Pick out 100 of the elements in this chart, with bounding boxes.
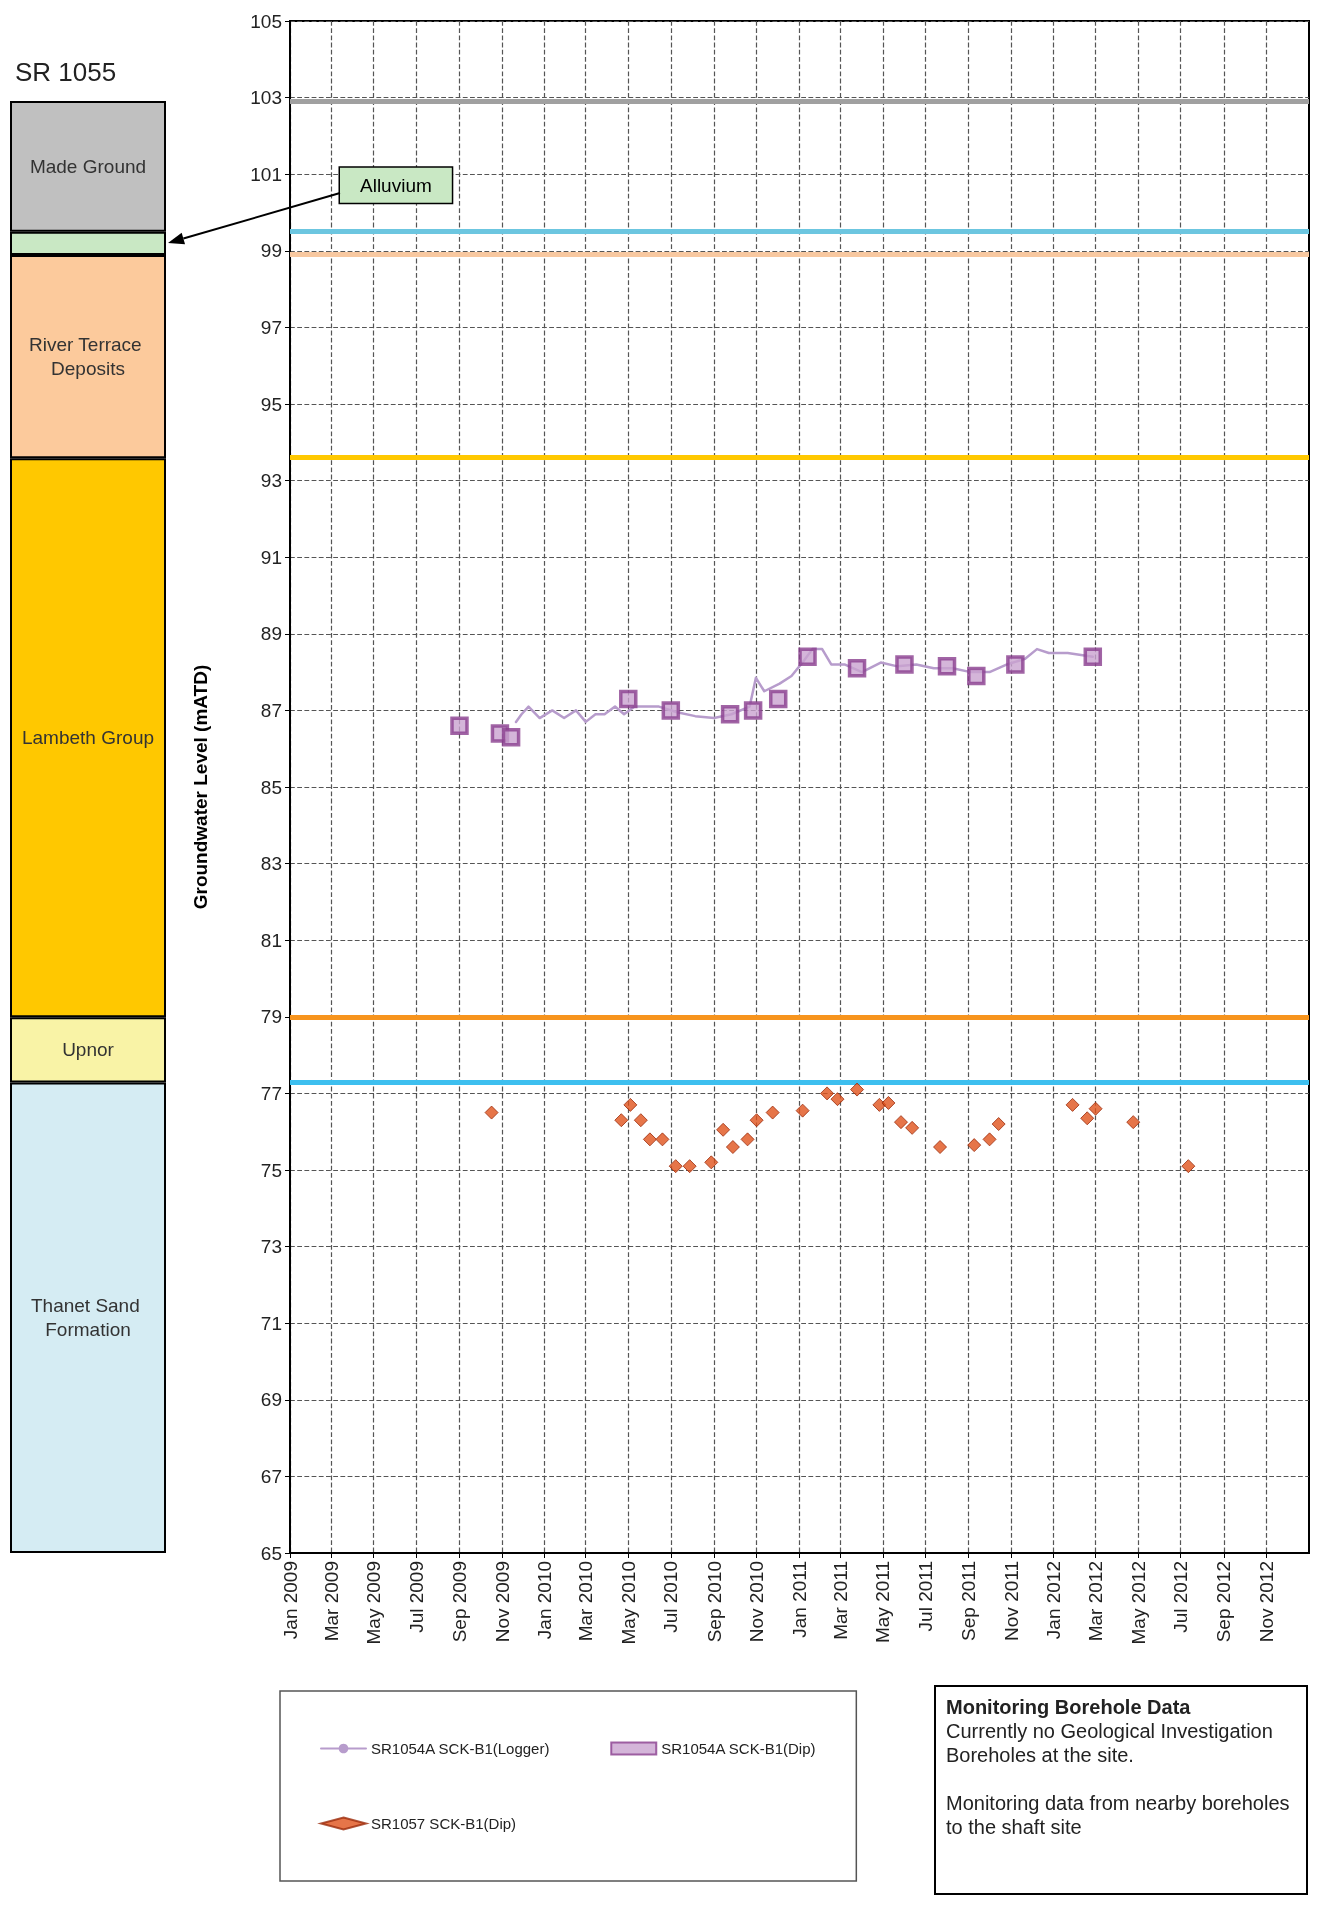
x-tick-label: Jan 2012 xyxy=(1043,1561,1065,1640)
x-tick-label: May 2009 xyxy=(363,1561,385,1645)
point xyxy=(967,1138,982,1153)
x-tick-label: Nov 2010 xyxy=(746,1561,768,1643)
point xyxy=(614,1113,629,1128)
point xyxy=(655,1132,670,1147)
x-tick-label: Nov 2009 xyxy=(491,1561,513,1643)
point xyxy=(619,689,638,709)
x-tick-label: Jul 2009 xyxy=(405,1561,427,1633)
x-tick-label: Sep 2011 xyxy=(958,1561,980,1641)
point xyxy=(895,655,914,674)
x-tick-label: May 2010 xyxy=(617,1561,639,1645)
series-label: Made Ground xyxy=(29,155,147,177)
point xyxy=(905,1120,920,1135)
x-tick-label: Jan 2010 xyxy=(534,1561,556,1640)
point xyxy=(850,1082,865,1097)
point xyxy=(933,1140,948,1155)
point xyxy=(1088,1101,1103,1116)
point xyxy=(743,701,763,720)
y-tick-label: 65 xyxy=(260,1542,282,1564)
y-tick-label: 77 xyxy=(260,1082,282,1104)
point xyxy=(1181,1159,1196,1174)
chart-title: SR 1055 xyxy=(15,57,117,87)
point xyxy=(725,1140,740,1155)
x-tick-label: Sep 2009 xyxy=(448,1561,470,1643)
y-tick-label: 103 xyxy=(250,87,282,109)
y-tick-label: 75 xyxy=(260,1159,282,1181)
y-tick-label: 83 xyxy=(260,853,282,875)
y-tick-label: 101 xyxy=(250,163,282,185)
point xyxy=(795,1103,810,1118)
x-tick-label: Sep 2010 xyxy=(703,1561,725,1643)
x-tick-label: Jan 2011 xyxy=(788,1561,810,1638)
y-tick-label: 87 xyxy=(260,699,282,721)
y-tick-label: 67 xyxy=(260,1465,282,1487)
x-tick-label: Sep 2012 xyxy=(1213,1561,1235,1643)
x-tick-label: Jul 2010 xyxy=(660,1561,682,1633)
point xyxy=(847,659,867,678)
y-axis-title: Groundwater Level (mATD) xyxy=(190,664,211,910)
y-tick-label: 69 xyxy=(260,1389,282,1411)
text: Monitoring Borehole Data xyxy=(946,1695,1192,1719)
x-tick-label: Mar 2011 xyxy=(829,1561,851,1640)
y-tick-label: 79 xyxy=(260,1006,282,1028)
series-label: Upnor xyxy=(62,1039,115,1061)
point xyxy=(1126,1115,1141,1130)
y-tick-label: 89 xyxy=(260,623,282,645)
y-tick-label: 99 xyxy=(260,240,282,262)
point xyxy=(642,1132,657,1147)
x-tick-label: Jul 2011 xyxy=(914,1561,936,1632)
point xyxy=(881,1095,896,1110)
series-label: Thanet Sand Formation xyxy=(30,1295,146,1341)
y-tick-label: 81 xyxy=(260,929,282,951)
y-tick-label: 105 xyxy=(250,10,282,32)
x-tick-label: Nov 2011 xyxy=(1000,1561,1022,1641)
point xyxy=(682,1159,697,1174)
point xyxy=(765,1105,780,1120)
point xyxy=(661,701,681,720)
x-tick-label: May 2011 xyxy=(872,1561,894,1644)
point xyxy=(501,727,521,747)
point xyxy=(1080,1111,1095,1126)
x-tick-label: Jan 2009 xyxy=(279,1561,301,1640)
y-tick-label: 93 xyxy=(260,470,282,492)
text: Currently no Geological Investigation Boreholes at the site. xyxy=(946,1719,1274,1767)
point xyxy=(668,1159,683,1174)
legend-label: SR1057 SCK-B1(Dip) xyxy=(371,1815,517,1832)
x-tick-label: Mar 2012 xyxy=(1085,1561,1107,1642)
x-tick-label: Mar 2010 xyxy=(575,1561,597,1642)
legend-label: SR1054A SCK-B1(Dip) xyxy=(661,1740,816,1757)
y-tick-label: 73 xyxy=(260,1236,282,1258)
legend-label: SR1054A SCK-B1(Logger) xyxy=(371,1740,550,1757)
x-tick-label: Jul 2012 xyxy=(1170,1561,1192,1633)
point xyxy=(1065,1097,1080,1112)
point xyxy=(720,704,740,724)
point xyxy=(991,1117,1006,1132)
point xyxy=(798,647,817,667)
point xyxy=(937,657,957,676)
point xyxy=(893,1115,908,1130)
point xyxy=(982,1132,997,1147)
point xyxy=(623,1097,638,1112)
point xyxy=(1083,647,1103,667)
y-tick-label: 95 xyxy=(260,393,282,415)
series-label: River Terrace Deposits xyxy=(29,334,147,380)
point xyxy=(830,1092,845,1107)
point xyxy=(633,1113,648,1128)
point xyxy=(768,689,788,709)
point xyxy=(740,1132,755,1147)
text: Monitoring data from nearby boreholes to the shaft site xyxy=(946,1791,1291,1839)
point xyxy=(967,666,986,686)
x-tick-label: Nov 2012 xyxy=(1255,1561,1277,1643)
point xyxy=(484,1105,499,1120)
y-tick-label: 85 xyxy=(260,776,282,798)
y-tick-label: 91 xyxy=(260,546,282,568)
series-label: Lambeth Group xyxy=(21,727,155,749)
point xyxy=(704,1155,719,1170)
x-tick-label: Mar 2009 xyxy=(320,1561,342,1642)
y-tick-label: 71 xyxy=(260,1312,282,1334)
text: Alluvium xyxy=(360,174,432,196)
x-tick-label: May 2012 xyxy=(1127,1561,1149,1645)
point xyxy=(1006,655,1025,674)
point xyxy=(716,1122,731,1137)
point xyxy=(450,716,469,735)
